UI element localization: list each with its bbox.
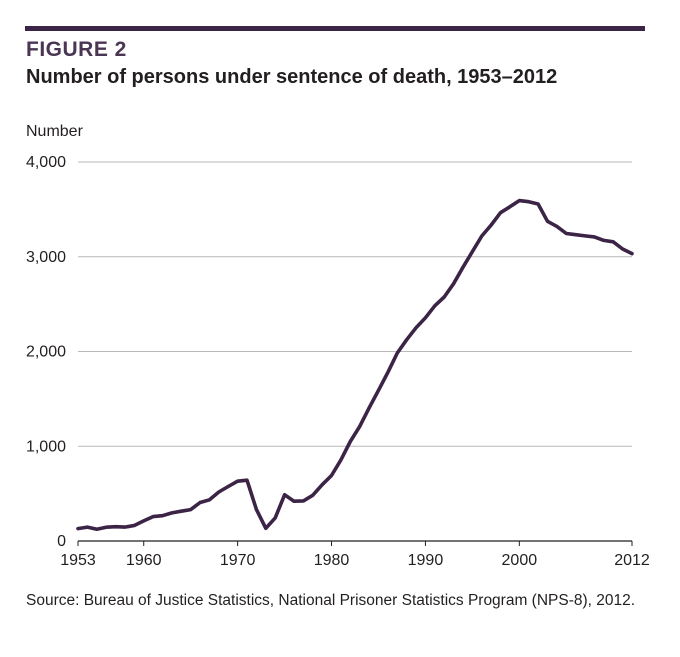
figure-title: Number of persons under sentence of deat… <box>26 66 558 88</box>
y-tick-label: 4,000 <box>26 154 66 171</box>
y-tick-labels: 0 1,000 2,000 3,000 4,000 <box>26 154 66 550</box>
line-chart: Number 0 1,000 2,000 3,000 4,000 1953 1960 197… <box>26 123 650 569</box>
top-rule <box>25 26 645 31</box>
x-tick-label: 1960 <box>126 552 162 569</box>
x-tick-label: 2012 <box>614 552 650 569</box>
series-layer <box>76 198 634 532</box>
y-axis-label: Number <box>26 123 84 140</box>
gridlines <box>78 161 632 542</box>
x-tick-label: 1980 <box>314 552 350 569</box>
x-tick-label: 1970 <box>220 552 256 569</box>
y-tick-label: 0 <box>57 533 66 550</box>
series-line <box>76 198 634 532</box>
source-note: Source: Bureau of Justice Statistics, Na… <box>26 592 636 609</box>
y-tick-label: 2,000 <box>26 344 66 361</box>
x-tick-label: 2000 <box>502 552 538 569</box>
x-tick-labels: 1953 1960 1970 1980 1990 2000 2012 <box>60 541 650 569</box>
figure-label: FIGURE 2 <box>26 38 127 61</box>
x-tick-label: 1953 <box>60 552 96 569</box>
y-tick-label: 1,000 <box>26 438 66 455</box>
y-tick-label: 3,000 <box>26 249 66 266</box>
x-tick-label: 1990 <box>408 552 444 569</box>
